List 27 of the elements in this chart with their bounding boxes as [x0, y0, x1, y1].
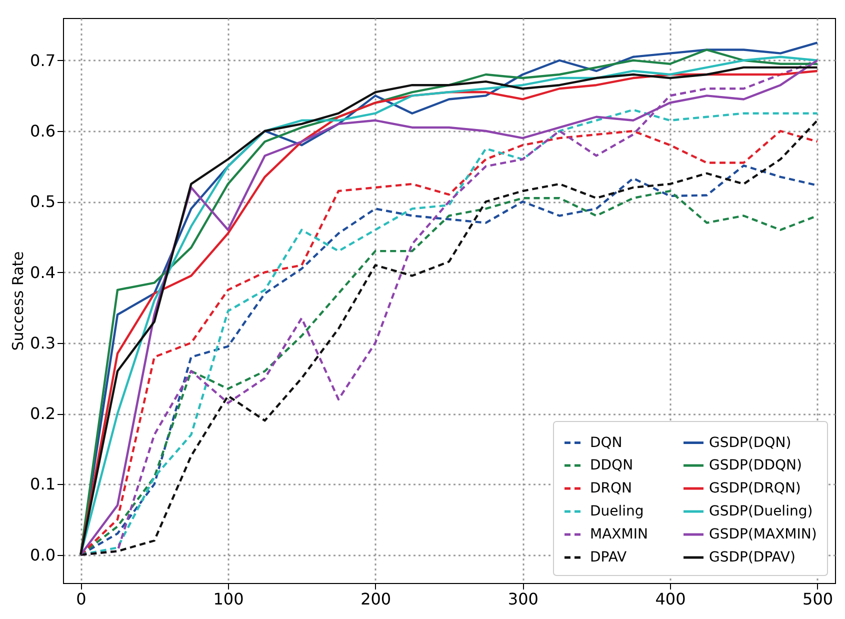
legend-label: GSDP(DDQN) [709, 458, 802, 474]
legend-label: MAXMIN [590, 526, 648, 542]
y-tick-label: 0.5 [30, 192, 56, 212]
legend-label: GSDP(DRQN) [709, 480, 801, 496]
legend-label: GSDP(MAXMIN) [709, 526, 817, 542]
legend-label: DDQN [590, 458, 634, 474]
y-tick-label: 0.2 [30, 404, 56, 423]
x-tick-label: 300 [508, 590, 538, 608]
legend-label: DQN [590, 434, 622, 451]
legend-label: DRQN [590, 480, 632, 496]
y-tick-label: 0.0 [30, 545, 56, 564]
y-tick-label: 0.1 [30, 474, 56, 494]
legend-label: DPAV [590, 550, 628, 566]
y-tick-label: 0.3 [30, 333, 56, 352]
legend-label: GSDP(Dueling) [709, 504, 813, 520]
x-tick-label: 400 [655, 590, 686, 608]
legend-label: GSDP(DPAV) [709, 550, 796, 566]
x-tick-label: 0 [76, 590, 86, 608]
y-axis-title: Success Rate [9, 251, 28, 351]
legend-label: GSDP(DQN) [709, 434, 792, 451]
y-tick-label: 0.4 [30, 262, 56, 282]
x-tick-label: 100 [213, 590, 244, 608]
x-tick-label: 200 [360, 590, 392, 608]
x-tick-label: 500 [802, 590, 834, 608]
y-tick-label: 0.7 [30, 50, 56, 70]
y-tick-label: 0.6 [30, 122, 56, 140]
legend-label: Dueling [590, 504, 644, 520]
